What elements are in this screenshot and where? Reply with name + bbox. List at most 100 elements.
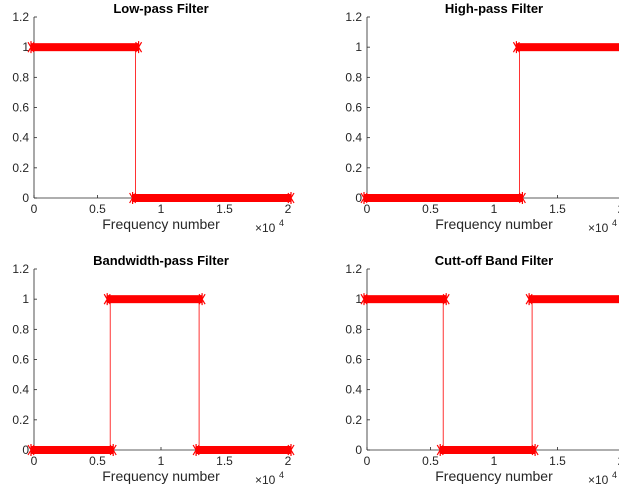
chart2-x-tick-label: 1.5: [549, 202, 566, 216]
chart4-x-multiplier: ×10: [588, 473, 609, 487]
chart1-segment-1-marker-cap: [27, 41, 35, 54]
chart2-segment-1: [364, 194, 523, 202]
chart1-x-tick-label: 0.5: [89, 202, 106, 216]
chart1-title: Low-pass Filter: [113, 1, 208, 16]
chart4-x-tick-label: 1: [491, 454, 498, 468]
chart3-x-multiplier-exp: 4: [279, 470, 284, 480]
chart2-x-label: Frequency number: [435, 216, 553, 232]
chart2-y-tick-label: 1.2: [345, 10, 362, 24]
chart3-y-tick-label: 0: [22, 443, 29, 457]
chart3-title: Bandwidth-pass Filter: [93, 253, 229, 268]
chart2-title: High-pass Filter: [445, 1, 543, 16]
chart2-y-tick-label: 0: [355, 191, 362, 205]
chart4-x-tick-label: 0.5: [422, 454, 439, 468]
chart2-y-tick-label: 1: [355, 40, 362, 54]
chart1-segment-2-marker-cap: [129, 192, 137, 204]
chart1-segment-1: [31, 43, 139, 52]
chart2-x-tick-label: 0.5: [422, 202, 439, 216]
chart3-segment-1: [31, 446, 114, 454]
chart1-y-tick-label: 0.2: [12, 161, 29, 175]
chart1-y-tick-label: 1.2: [12, 10, 29, 24]
chart4-x-label: Frequency number: [435, 468, 553, 484]
chart3-x-tick-label: 0: [31, 454, 38, 468]
chart3-segment-3-marker-cap: [192, 444, 200, 456]
chart2-segment-1-marker-cap: [360, 192, 368, 204]
chart2-x-tick-label: 2: [618, 202, 619, 216]
chart2-y-tick-label: 0.2: [345, 161, 362, 175]
chart4-y-tick-label: 0.8: [345, 322, 362, 336]
chart4-segment-2-marker-cap: [436, 444, 444, 456]
chart4-segment-1-marker-cap: [442, 293, 450, 306]
chart3-y-tick-label: 1.2: [12, 262, 29, 276]
chart2-x-multiplier-exp: 4: [612, 218, 617, 228]
chart3-segment-2-marker-cap: [198, 293, 206, 306]
chart3-y-tick-label: 0.8: [12, 322, 29, 336]
chart3-x-tick-label: 1: [158, 454, 165, 468]
chart4-segment-1-marker-cap: [360, 293, 368, 306]
chart4-y-tick-label: 1: [355, 292, 362, 306]
chart3-y-tick-label: 0.4: [12, 383, 29, 397]
chart1-segment-2: [132, 194, 291, 202]
chart1-y-tick-label: 0: [22, 191, 29, 205]
chart2-segment-1-marker-cap: [518, 192, 526, 204]
chart2-x-tick-label: 0: [364, 202, 371, 216]
chart3-segment-3: [196, 446, 291, 454]
chart3-y-tick-label: 0.2: [12, 413, 29, 427]
chart2-x-tick-label: 1: [491, 202, 498, 216]
chart3-x-tick-label: 2: [285, 454, 292, 468]
chart3-segment-3-marker-cap: [287, 444, 295, 456]
chart1-segment-1-marker-cap: [135, 41, 143, 54]
chart3-segment-1-marker-cap: [27, 444, 35, 456]
chart3-x-tick-label: 1.5: [216, 454, 233, 468]
chart4-y-tick-label: 0.4: [345, 383, 362, 397]
chart4-x-tick-label: 0: [364, 454, 371, 468]
chart4-segment-2: [440, 446, 536, 454]
chart1-x-tick-label: 1.5: [216, 202, 233, 216]
chart1-x-multiplier: ×10: [255, 221, 276, 235]
chart3-series-line: [34, 298, 288, 451]
chart2-segment-2: [516, 43, 619, 52]
chart4-segment-3: [529, 295, 619, 304]
chart2-y-tick-label: 0.8: [345, 70, 362, 84]
chart1-x-tick-label: 1: [158, 202, 165, 216]
chart4-segment-2-marker-cap: [531, 444, 539, 456]
chart2-segment-2-marker-cap: [512, 41, 520, 54]
chart1-x-multiplier-exp: 4: [279, 218, 284, 228]
chart1-x-tick-label: 0: [31, 202, 38, 216]
chart1-y-tick-label: 0.4: [12, 131, 29, 145]
chart4-title: Cutt-off Band Filter: [435, 253, 553, 268]
chart4-segment-3-marker-cap: [525, 293, 533, 306]
chart4-y-tick-label: 0: [355, 443, 362, 457]
chart2-series-line: [367, 46, 619, 199]
chart4-y-tick-label: 0.6: [345, 353, 362, 367]
chart4-y-tick-label: 1.2: [345, 262, 362, 276]
chart4-y-tick-label: 0.2: [345, 413, 362, 427]
chart1-x-tick-label: 2: [285, 202, 292, 216]
chart4-x-multiplier-exp: 4: [612, 470, 617, 480]
chart1-series-line: [34, 46, 288, 199]
chart4-series-line: [367, 298, 619, 451]
chart4-x-tick-label: 2: [618, 454, 619, 468]
chart3-y-tick-label: 0.6: [12, 353, 29, 367]
chart3-segment-1-marker-cap: [109, 444, 117, 456]
chart3-y-tick-label: 1: [22, 292, 29, 306]
chart2: 0 0.2 0.4 0.6 0.8 1 1.2 0 0.5 1 1.5 2 High-pass Filt…: [345, 1, 619, 235]
chart4: 0 0.2 0.4 0.6 0.8 1 1.2 0 0.5 1 1.5 2 Cutt-off Band …: [345, 253, 619, 487]
chart1-y-tick-label: 0.6: [12, 101, 29, 115]
chart1-y-tick-label: 0.8: [12, 70, 29, 84]
chart2-x-multiplier: ×10: [588, 221, 609, 235]
chart4-segment-1: [364, 295, 447, 304]
chart4-x-tick-label: 1.5: [549, 454, 566, 468]
chart1: 0 0.2 0.4 0.6 0.8 1 1.2 0 0.5 1 1.5 2 Low-pass Filte…: [12, 1, 295, 235]
chart3-x-multiplier: ×10: [255, 473, 276, 487]
chart3-segment-2-marker-cap: [103, 293, 111, 306]
chart2-y-tick-label: 0.6: [345, 101, 362, 115]
chart3: 0 0.2 0.4 0.6 0.8 1 1.2 0 0.5 1 1.5 2 Bandwidth-pass…: [12, 253, 295, 487]
chart3-segment-2: [107, 295, 203, 304]
chart3-x-label: Frequency number: [102, 468, 220, 484]
chart1-segment-2-marker-cap: [287, 192, 295, 204]
chart3-x-tick-label: 0.5: [89, 454, 106, 468]
chart1-y-tick-label: 1: [22, 40, 29, 54]
chart2-y-tick-label: 0.4: [345, 131, 362, 145]
